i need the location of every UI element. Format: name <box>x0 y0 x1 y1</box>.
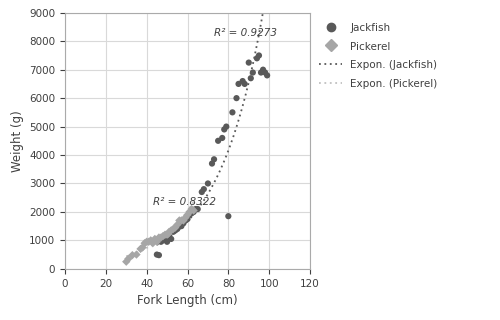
Point <box>176 218 184 223</box>
Point <box>122 259 130 264</box>
Point <box>245 60 252 65</box>
Text: R² = 0.8322: R² = 0.8322 <box>153 197 216 207</box>
Point <box>238 78 246 84</box>
Point <box>178 218 186 223</box>
Point <box>149 241 157 246</box>
Point <box>182 218 190 223</box>
Point <box>157 235 165 240</box>
Point <box>174 227 182 232</box>
Point <box>161 232 169 237</box>
Point <box>261 70 269 75</box>
Point <box>224 214 232 219</box>
Point <box>232 96 240 101</box>
Y-axis label: Weight (g): Weight (g) <box>10 110 24 172</box>
Point <box>198 189 206 195</box>
Point <box>186 209 194 214</box>
Point <box>167 236 175 242</box>
Point <box>169 229 177 234</box>
Point <box>138 245 146 250</box>
Point <box>169 227 177 232</box>
Point <box>153 239 161 244</box>
Point <box>208 161 216 166</box>
Point <box>255 53 263 58</box>
Point <box>247 76 255 81</box>
Point <box>159 234 167 239</box>
Point <box>171 228 179 233</box>
Point <box>124 256 132 261</box>
Point <box>144 239 152 244</box>
Point <box>222 124 230 129</box>
Point <box>249 70 257 75</box>
Point <box>228 110 236 115</box>
Point <box>157 239 165 244</box>
Point <box>155 235 163 240</box>
Point <box>165 229 173 234</box>
Point <box>140 241 148 246</box>
Point <box>178 224 186 229</box>
Point <box>128 252 136 258</box>
Point <box>259 67 267 72</box>
Point <box>136 246 144 252</box>
Point <box>180 218 188 223</box>
Point <box>167 228 175 233</box>
Point <box>214 138 222 143</box>
Text: R² = 0.9273: R² = 0.9273 <box>214 28 277 37</box>
Legend: Jackfish, Pickerel, Expon. (Jackfish), Expon. (Pickerel): Jackfish, Pickerel, Expon. (Jackfish), E… <box>315 18 442 93</box>
Point <box>220 127 228 132</box>
Point <box>218 135 226 140</box>
Point <box>184 212 192 217</box>
Point <box>192 206 200 212</box>
Point <box>204 181 212 186</box>
Point <box>171 225 179 230</box>
Point <box>186 212 194 217</box>
Point <box>184 216 192 221</box>
Point <box>194 206 202 212</box>
Point <box>163 232 171 237</box>
Point <box>159 238 167 243</box>
Point <box>200 187 208 192</box>
Point <box>180 221 188 226</box>
Point <box>151 236 159 242</box>
Point <box>253 56 261 61</box>
X-axis label: Fork Length (cm): Fork Length (cm) <box>137 294 238 307</box>
Point <box>240 81 248 86</box>
Point <box>190 208 198 213</box>
Point <box>210 157 218 162</box>
Point <box>174 222 182 227</box>
Point <box>190 209 198 214</box>
Point <box>257 70 265 75</box>
Point <box>155 252 163 258</box>
Point <box>163 239 171 244</box>
Point <box>234 81 242 86</box>
Point <box>188 206 196 212</box>
Point <box>263 73 271 78</box>
Point <box>188 211 196 216</box>
Point <box>142 239 150 244</box>
Point <box>132 252 140 257</box>
Point <box>147 238 155 243</box>
Point <box>182 215 190 220</box>
Point <box>163 238 171 243</box>
Point <box>153 252 161 257</box>
